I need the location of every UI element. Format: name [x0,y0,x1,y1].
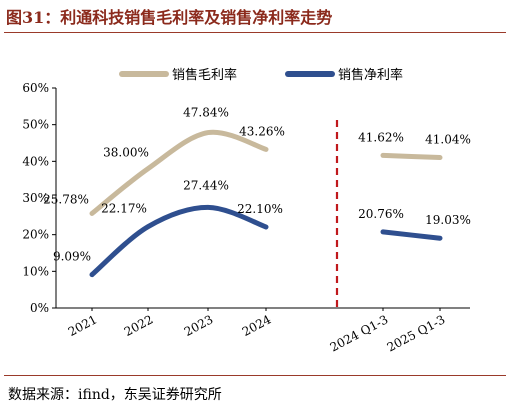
x-tick-label: 2024 [240,312,274,339]
data-label: 38.00% [103,146,149,160]
source-note: 数据来源：ifind，东吴证券研究所 [8,387,222,403]
y-tick-label: 50% [22,118,49,132]
line-chart: 0% 10% 20% 30% 40% 50% 60% 2021 2022 2023 2024 2024… [22,67,471,354]
y-tick-label: 60% [22,81,49,95]
data-label: 25.78% [43,192,89,206]
series-line-quarterly [380,229,443,241]
x-tick-label: 2023 [182,312,216,339]
y-tick-label: 0% [30,301,49,315]
series-line-quarterly [380,152,443,161]
series-line-annual [89,129,269,216]
x-tick-label: 2022 [122,312,156,339]
x-tick-label: 2024 Q1-3 [328,312,391,354]
x-tick-label: 2021 [66,312,100,339]
data-label: 19.03% [425,213,471,227]
legend-label: 销售毛利率 [172,67,237,83]
series-line-annual [89,204,269,278]
data-label: 27.44% [183,178,229,192]
data-label: 20.76% [358,207,404,221]
source-rule [4,375,506,376]
y-tick-label: 30% [22,191,49,205]
data-label: 41.04% [425,133,471,147]
x-tick-label: 2025 Q1-3 [385,312,448,354]
title-rule [4,32,506,33]
y-tick-label: 10% [22,264,49,278]
data-label: 22.10% [237,202,283,216]
series-lines [89,129,443,278]
y-tick-label: 40% [22,154,49,168]
chart-title: 图31：利通科技销售毛利率及销售净利率走势 [6,8,333,27]
data-labels: 25.78% 38.00% 47.84% 43.26% 41.62% 41.04% 9.09… [43,106,471,264]
data-label: 9.09% [53,250,91,264]
legend: 销售毛利率 销售净利率 [119,67,403,83]
data-label: 43.26% [239,124,285,138]
data-label: 41.62% [358,130,404,144]
data-label: 22.17% [101,202,147,216]
legend-label: 销售净利率 [338,67,403,83]
y-tick-label: 20% [22,228,49,242]
data-label: 47.84% [183,106,229,120]
